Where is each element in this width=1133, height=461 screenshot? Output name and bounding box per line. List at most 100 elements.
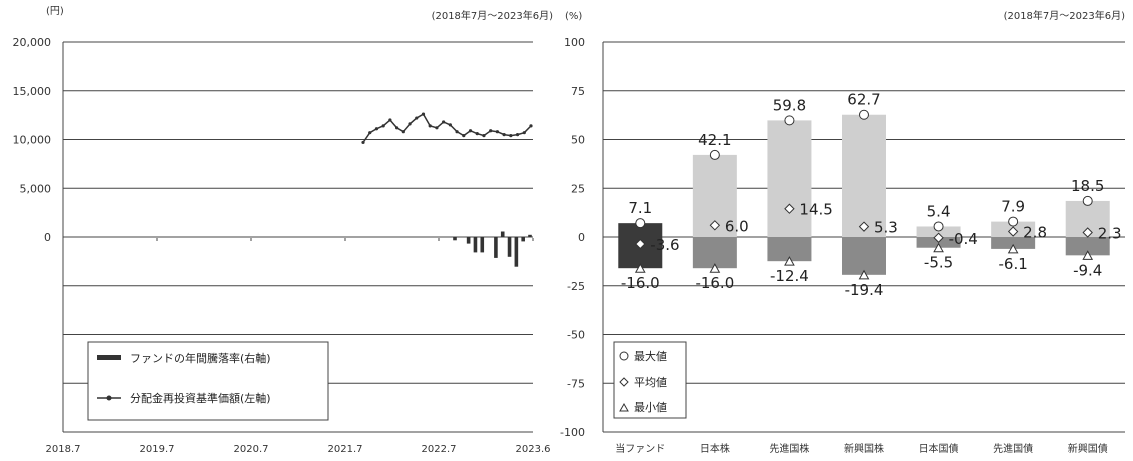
right-period-label: (2018年7月〜2023年6月) xyxy=(1004,9,1126,22)
max-value-label: 59.8 xyxy=(773,96,806,114)
max-marker xyxy=(784,115,795,126)
min-marker xyxy=(858,269,870,280)
left-y-tick-label: 15,000 xyxy=(13,85,52,98)
right-y-tick-label: -75 xyxy=(567,377,585,390)
min-value-label: -9.4 xyxy=(1073,261,1102,279)
legend-line-label: 分配金再投資基準価額(左軸) xyxy=(130,391,271,405)
category-label: 日本国債 xyxy=(919,442,959,455)
max-range-bar xyxy=(842,114,886,237)
min-marker xyxy=(709,263,721,273)
return-bar xyxy=(500,231,505,237)
max-marker xyxy=(1082,195,1093,206)
max-value-label: 7.1 xyxy=(628,199,652,217)
nav-line-point xyxy=(515,133,520,137)
nav-line-point xyxy=(529,124,533,128)
min-marker xyxy=(634,263,646,273)
return-bar xyxy=(528,234,532,237)
return-bar xyxy=(466,237,471,244)
max-range-bar xyxy=(618,223,663,237)
nav-line-point xyxy=(408,122,412,126)
left-y-tick-label: 10,000 xyxy=(13,134,52,147)
return-bar xyxy=(507,237,512,257)
min-range-bar xyxy=(692,237,737,269)
nav-line-point xyxy=(428,124,432,128)
max-range-bar xyxy=(767,120,812,237)
right-y-tick-label: -100 xyxy=(560,426,585,439)
nav-line-point xyxy=(509,134,513,138)
nav-line-point xyxy=(388,118,392,122)
left-x-tick-label: 2018.7 xyxy=(46,444,81,455)
max-marker xyxy=(709,149,720,160)
nav-line-point xyxy=(421,112,426,116)
min-value-label: -6.1 xyxy=(999,255,1028,273)
legend-max-label: 最大値 xyxy=(634,349,667,363)
max-value-label: 62.7 xyxy=(847,91,880,109)
return-bar xyxy=(473,237,478,253)
min-value-label: -5.5 xyxy=(924,254,953,272)
right-y-tick-label: 50 xyxy=(571,134,585,147)
return-bar xyxy=(521,237,525,242)
left-x-tick-label: 2023.6 xyxy=(516,444,551,455)
max-marker xyxy=(859,109,869,120)
legend-bar-label: ファンドの年間騰落率(右軸) xyxy=(130,351,271,365)
right-y-tick-label: -25 xyxy=(567,280,585,293)
left-y-tick-label: 0 xyxy=(44,231,51,244)
max-marker xyxy=(635,218,646,229)
max-value-label: 42.1 xyxy=(698,131,731,149)
legend-max-marker xyxy=(619,351,629,361)
min-marker xyxy=(1082,250,1094,260)
nav-line-point xyxy=(435,126,439,130)
avg-marker xyxy=(933,232,944,243)
left-y-tick-label: 20,000 xyxy=(13,36,52,49)
return-bar xyxy=(453,237,457,241)
category-label: 新興国債 xyxy=(1068,442,1108,455)
nav-line-point xyxy=(502,133,506,137)
legend-avg-label: 平均値 xyxy=(634,376,667,389)
min-marker xyxy=(933,242,944,253)
left-x-tick-label: 2020.7 xyxy=(234,444,269,455)
nav-line-point xyxy=(442,120,446,124)
nav-line-point xyxy=(395,126,399,130)
nav-line-point xyxy=(489,129,493,133)
nav-line-point xyxy=(448,123,452,127)
min-range-bar xyxy=(991,237,1036,249)
category-label: 新興国株 xyxy=(844,442,884,455)
min-marker xyxy=(1007,243,1019,254)
nav-line-point xyxy=(522,131,526,135)
nav-line-point xyxy=(415,116,419,120)
min-value-label: -16.0 xyxy=(621,274,660,292)
right-y-tick-label: 100 xyxy=(564,36,585,49)
left-x-tick-label: 2021.7 xyxy=(328,444,363,455)
category-label: 当ファンド xyxy=(615,442,665,455)
legend-min-label: 最小値 xyxy=(634,401,667,414)
nav-line-point xyxy=(361,140,365,145)
left-chart: (円) (2018年7月〜2023年6月) 20,000 15,000 10,000… xyxy=(13,6,554,455)
avg-value-label: 2.3 xyxy=(1098,225,1122,243)
avg-value-label: 5.3 xyxy=(874,219,898,237)
left-x-tick-label: 2019.7 xyxy=(140,444,175,455)
nav-line-point xyxy=(401,130,405,134)
right-chart: (%) (2018年7月〜2023年6月) 100 75 50 25 0 -25 -50 -7… xyxy=(560,9,1125,455)
max-marker xyxy=(1008,216,1019,227)
legend-min-marker xyxy=(619,402,629,412)
avg-marker xyxy=(1007,226,1019,237)
return-bar xyxy=(480,237,485,253)
avg-value-label: 14.5 xyxy=(799,201,832,219)
min-value-label: -12.4 xyxy=(770,267,809,285)
legend-line-marker xyxy=(106,395,112,401)
nav-line-point xyxy=(462,134,466,138)
return-bar xyxy=(514,237,519,267)
avg-value-label: -3.6 xyxy=(650,236,679,254)
left-x-tick-label: 2022.7 xyxy=(422,444,457,455)
min-value-label: -16.0 xyxy=(695,274,734,292)
max-value-label: 5.4 xyxy=(927,202,951,220)
max-marker xyxy=(933,221,944,232)
min-value-label: -19.4 xyxy=(845,281,884,299)
category-label: 日本株 xyxy=(700,442,730,455)
right-y-tick-label: 0 xyxy=(578,231,585,244)
nav-line xyxy=(362,113,532,143)
avg-marker xyxy=(635,238,646,250)
left-y-tick-label: 5,000 xyxy=(20,182,52,195)
right-y-tick-label: 75 xyxy=(571,85,585,98)
